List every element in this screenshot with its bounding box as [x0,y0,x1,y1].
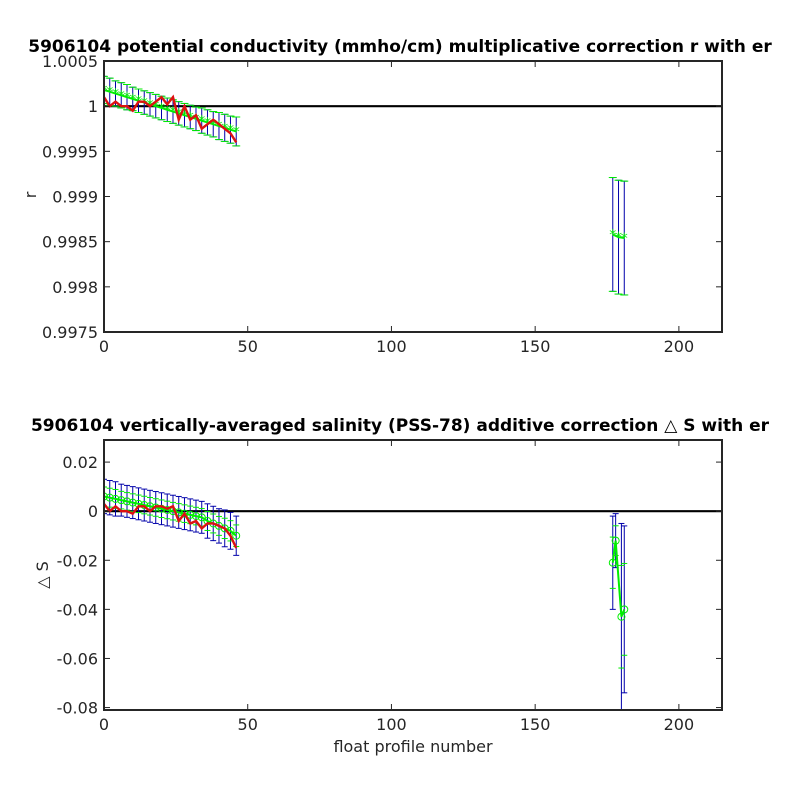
fit-marker: * [198,114,205,130]
fit-marker: * [621,231,628,247]
fit-marker: * [210,117,217,133]
fit-marker [611,536,620,545]
y-tick-label: -0.02 [57,551,98,570]
y-tick-label: 0.9985 [42,233,98,252]
x-tick-label: 200 [664,715,695,734]
panel-salinity-correction: 5906104 vertically-averaged salinity (PS… [31,416,770,756]
fit-marker: * [106,85,113,101]
fit-marker: * [129,92,136,108]
fit-marker [104,492,108,501]
y-tick-label: 1 [88,97,98,116]
fit-marker [617,612,626,621]
x-tick-label: 0 [99,715,109,734]
fit-line [611,540,626,618]
plot-area: *************************** 0 50 100 150 200 1… [42,52,723,356]
x-tick-label: 200 [664,337,695,356]
y-tick-label: -0.08 [57,699,98,718]
axes-box [103,439,723,711]
plot-area: 0 50 100 150 200 0.02 0 -0.02 -0.04 -0.06 -0.08 [57,439,723,734]
fit-marker: * [101,83,108,99]
fit-marker [140,501,149,510]
fit-marker: * [164,103,171,119]
chart-title: 5906104 vertically-averaged salinity (PS… [31,416,770,436]
fit-marker: * [215,119,222,135]
x-tick-label: 150 [520,715,551,734]
fit-marker: * [615,230,622,246]
fit-marker: * [227,123,234,139]
x-tick-label: 100 [376,337,407,356]
y-tick-label: 1.0005 [42,52,98,71]
fit-marker [105,493,114,502]
fit-marker [232,531,241,540]
fit-marker: * [233,124,240,140]
plot-content: *************************** [101,75,722,296]
x-tick-label: 150 [520,337,551,356]
x-tick-label: 100 [376,715,407,734]
y-tick-label: -0.04 [57,600,98,619]
x-axis-label: float profile number [333,737,493,756]
y-tick-label: 0 [88,502,98,521]
y-axis-label: r [21,191,40,198]
x-tick-label: 50 [238,715,258,734]
fit-marker: * [169,105,176,121]
fit-marker [151,503,160,512]
fit-marker [197,513,206,522]
y-tick-label: 0.998 [52,278,98,297]
fit-marker [111,494,120,503]
y-tick-label: 0.02 [62,453,98,472]
fit-marker: * [192,112,199,128]
fit-marker [117,496,126,505]
fit-marker: * [609,227,616,243]
fit-marker: * [181,108,188,124]
fit-marker: * [112,87,119,103]
x-tick-label: 0 [99,337,109,356]
fit-marker [608,558,617,567]
fit-marker [128,498,137,507]
fit-line [104,88,237,133]
y-tick-label: 0.9995 [42,142,98,161]
y-tick-label: 0.999 [52,188,98,207]
y-tick-label: -0.06 [57,649,98,668]
fit-marker: * [141,96,148,112]
y-axis-label: △ S [33,561,52,589]
correction-line [104,94,238,143]
y-tick-label: 0.9975 [42,323,98,342]
fit-marker: * [175,106,182,122]
chart-title: 5906104 potential conductivity (mmho/cm)… [28,37,772,57]
plot-content [104,478,722,710]
fit-marker [191,512,200,521]
fit-marker [186,510,195,519]
correction-line [104,503,238,549]
fit-marker [163,505,172,514]
panel-conductivity-correction: 5906104 potential conductivity (mmho/cm)… [21,37,772,356]
fit-marker: * [158,101,165,117]
fit-marker [620,605,629,614]
x-tick-label: 50 [238,337,258,356]
fit-line [612,233,625,240]
fit-marker: * [118,88,125,104]
fit-marker: * [123,90,130,106]
fit-marker: * [152,99,159,115]
fit-marker [122,497,131,506]
axes-box [103,60,723,333]
fit-marker [180,509,189,518]
